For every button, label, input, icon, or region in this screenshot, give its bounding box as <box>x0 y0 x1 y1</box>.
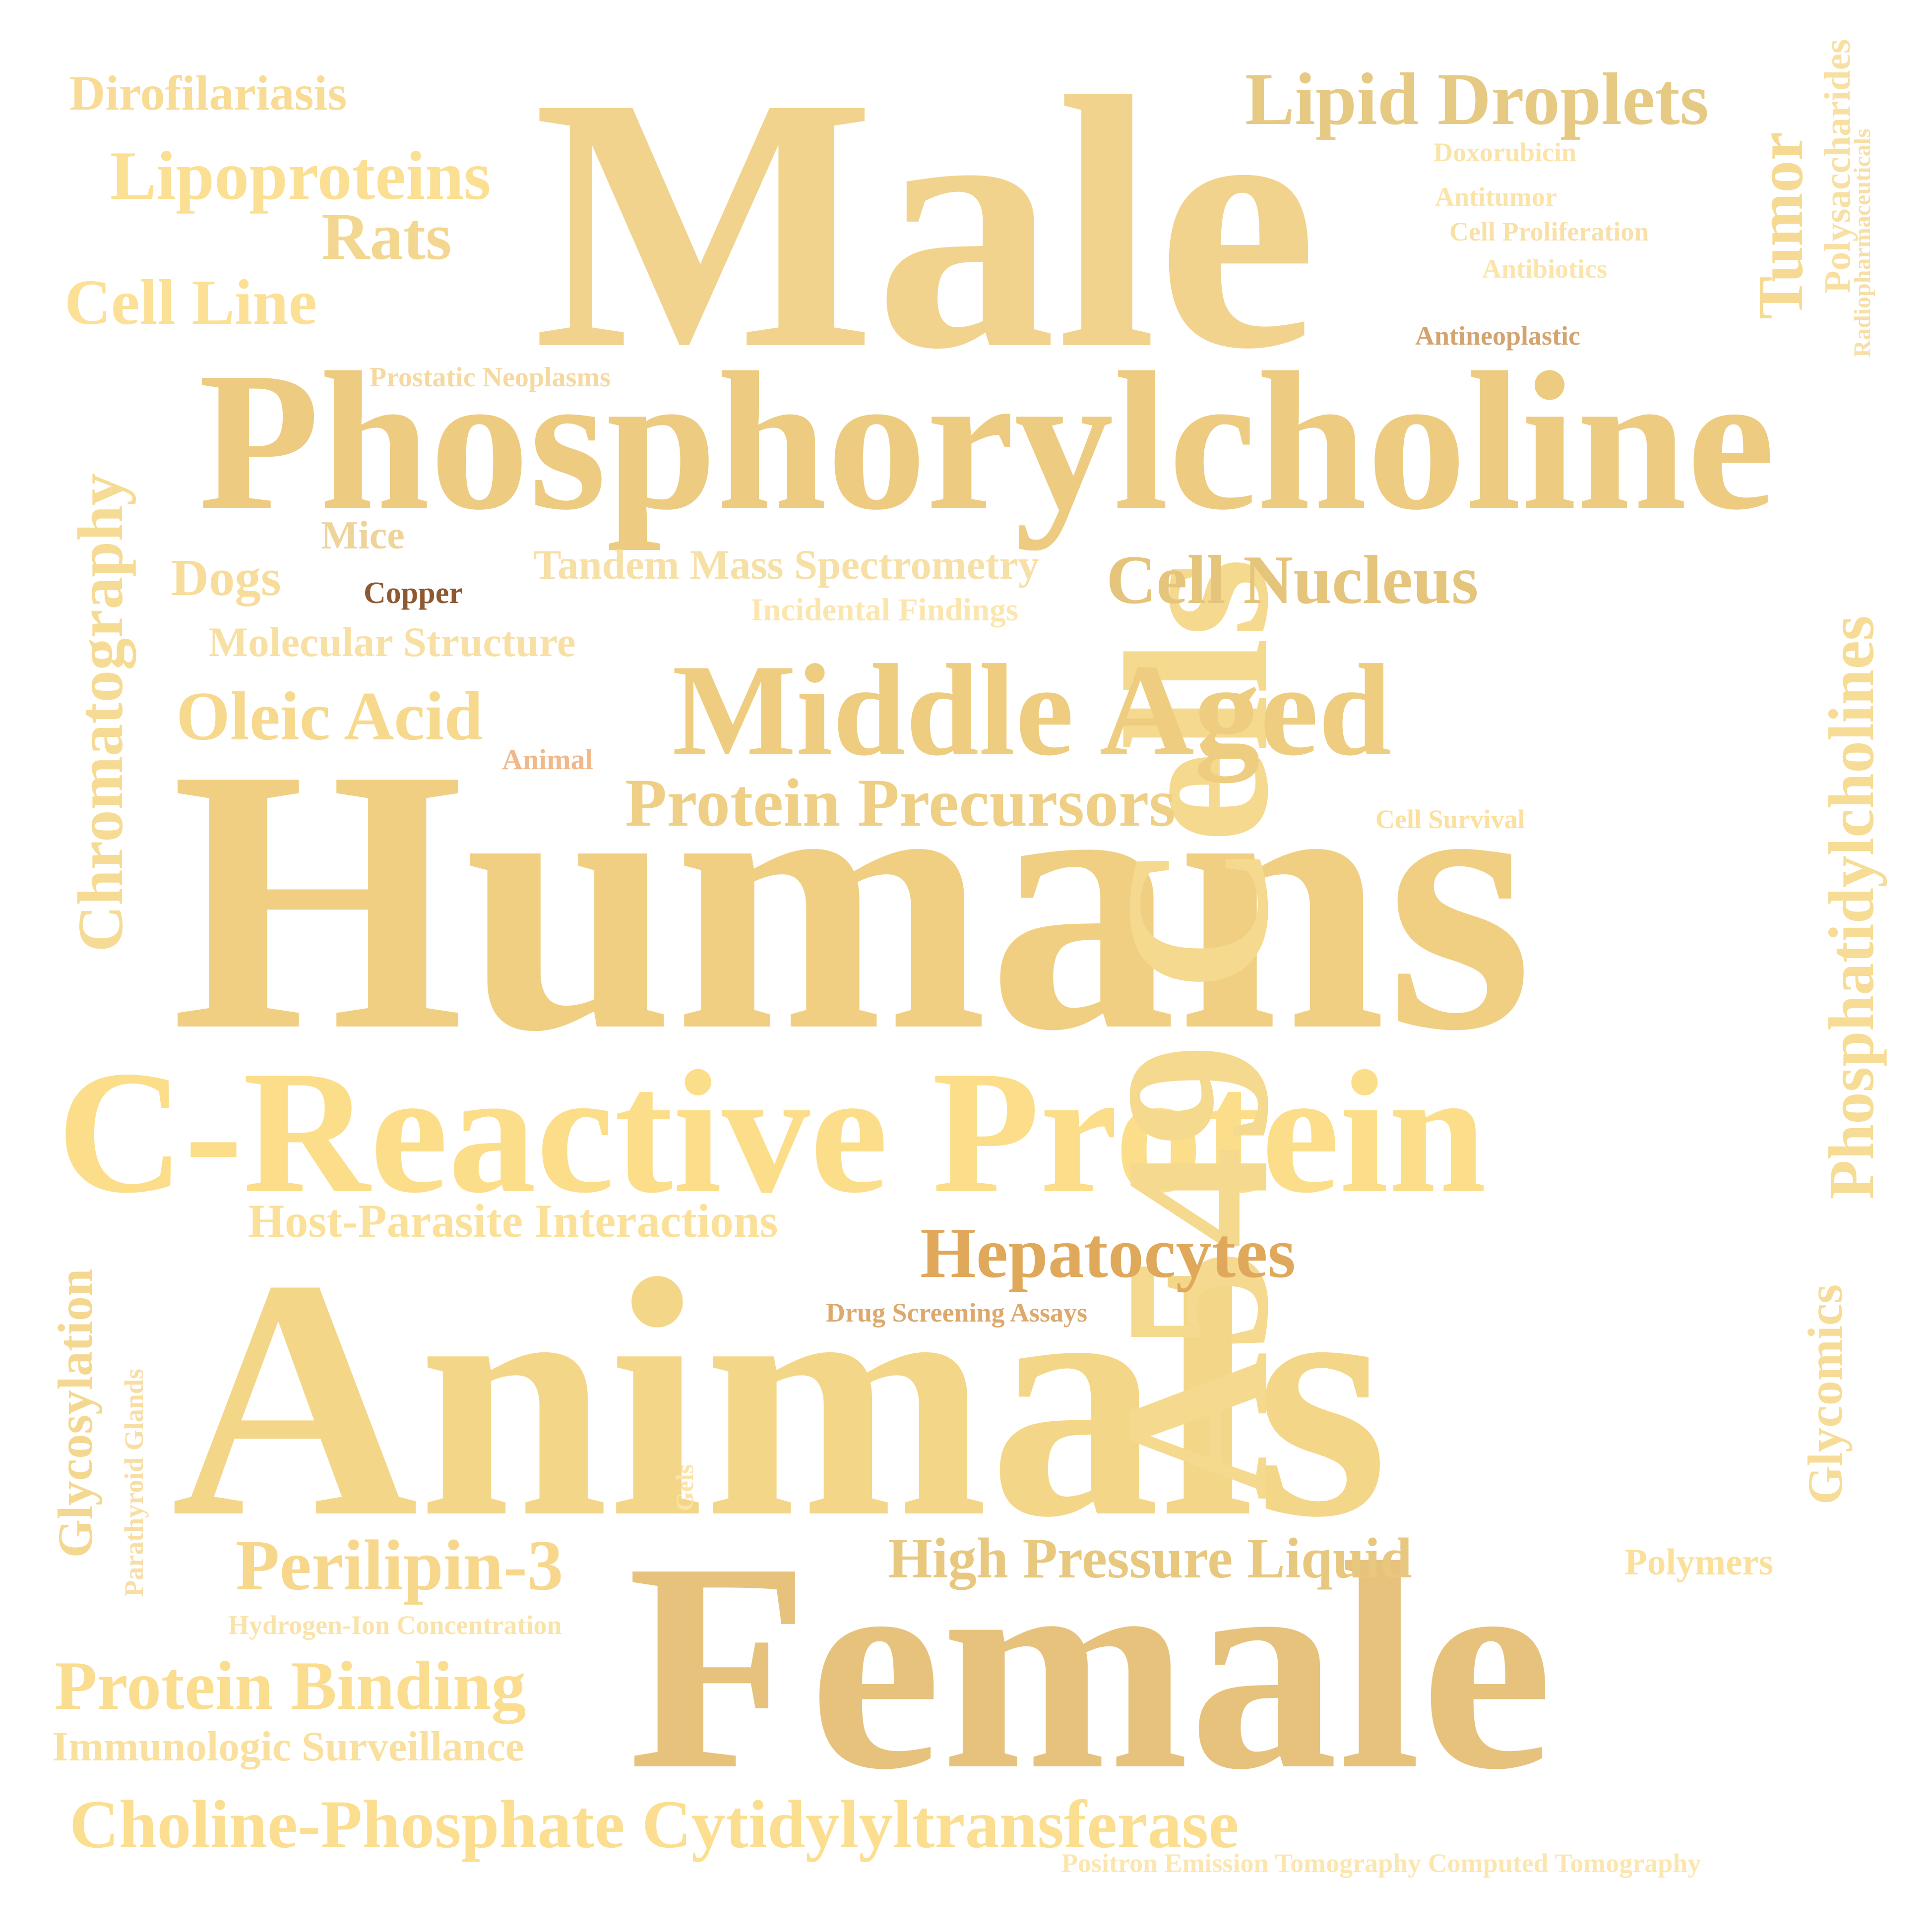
word-antibiotics: Antibiotics <box>1482 254 1608 284</box>
word-doxorubicin: Doxorubicin <box>1433 137 1577 167</box>
word-oleic-acid: Oleic Acid <box>176 678 483 755</box>
word-positron-emission-tomography-computed-tomography: Positron Emission Tomography Computed To… <box>1061 1848 1701 1878</box>
word-cell-proliferation: Cell Proliferation <box>1449 217 1649 246</box>
word-phosphatidylcholines: Phosphatidylcholines <box>1816 615 1887 1200</box>
word-drug-screening-assays: Drug Screening Assays <box>826 1298 1088 1328</box>
word-immunologic-surveillance: Immunologic Surveillance <box>52 1723 524 1770</box>
word-cell-nucleus: Cell Nucleus <box>1106 542 1479 618</box>
word-humans: Humans <box>171 691 1533 1108</box>
word-mice: Mice <box>321 514 405 557</box>
word-dogs: Dogs <box>171 548 281 606</box>
word-perilipin-3: Perilipin-3 <box>236 1526 563 1605</box>
word-dirofilariasis: Dirofilariasis <box>69 65 347 121</box>
word-male: Male <box>533 22 1317 423</box>
word-glycomics: Glycomics <box>1798 1284 1853 1505</box>
word-host-parasite-interactions: Host-Parasite Interactions <box>248 1195 778 1247</box>
word-glycosylation: Glycosylation <box>48 1268 103 1558</box>
word-radiopharmaceuticals: Radiopharmaceuticals <box>1849 128 1875 358</box>
word-animal: Animal <box>502 743 593 776</box>
word-prostatic-neoplasms: Prostatic Neoplasms <box>370 362 611 393</box>
word-copper: Copper <box>364 576 463 610</box>
word-molecular-structure: Molecular Structure <box>208 619 576 665</box>
word-lipid-droplets: Lipid Droplets <box>1245 58 1709 140</box>
word-phosphorylcholine: Phosphorylcholine <box>198 331 1775 551</box>
word-animals: Animals <box>171 1209 1388 1588</box>
word-female: Female <box>627 1501 1553 1831</box>
word-antineoplastic: Antineoplastic <box>1415 321 1581 351</box>
word-middle-aged: Middle Aged <box>672 638 1392 783</box>
word-chromatography: Chromatography <box>65 473 136 952</box>
word-polymers: Polymers <box>1624 1542 1773 1583</box>
word-rats: Rats <box>321 200 452 274</box>
word-tandem-mass-spectrometry: Tandem Mass Spectrometry <box>533 542 1039 588</box>
word-gels: Gels <box>671 1464 698 1511</box>
word-hydrogen-ion-concentration: Hydrogen-Ion Concentration <box>228 1610 562 1640</box>
word-incidental-findings: Incidental Findings <box>750 592 1019 628</box>
word-lipoproteins: Lipoproteins <box>110 137 491 214</box>
word-cell-survival: Cell Survival <box>1375 804 1525 834</box>
word-tumor: Tumor <box>1745 131 1816 320</box>
word-protein-precursors: Protein Precursors <box>625 765 1176 841</box>
word-parathyroid-glands: Parathyroid Glands <box>119 1369 149 1597</box>
word-choline-phosphate-cytidylyltransferase: Choline-Phosphate Cytidylyltransferase <box>69 1786 1239 1862</box>
word-c-reactive-protein: C-Reactive Protein <box>57 1034 1487 1229</box>
word-protein-binding: Protein Binding <box>55 1647 526 1724</box>
word-antitumor: Antitumor <box>1435 182 1557 212</box>
word-hepatocytes: Hepatocytes <box>920 1213 1296 1293</box>
word-cell-line: Cell Line <box>64 267 317 338</box>
word-high-pressure-liquid: High Pressure Liquid <box>888 1527 1412 1590</box>
